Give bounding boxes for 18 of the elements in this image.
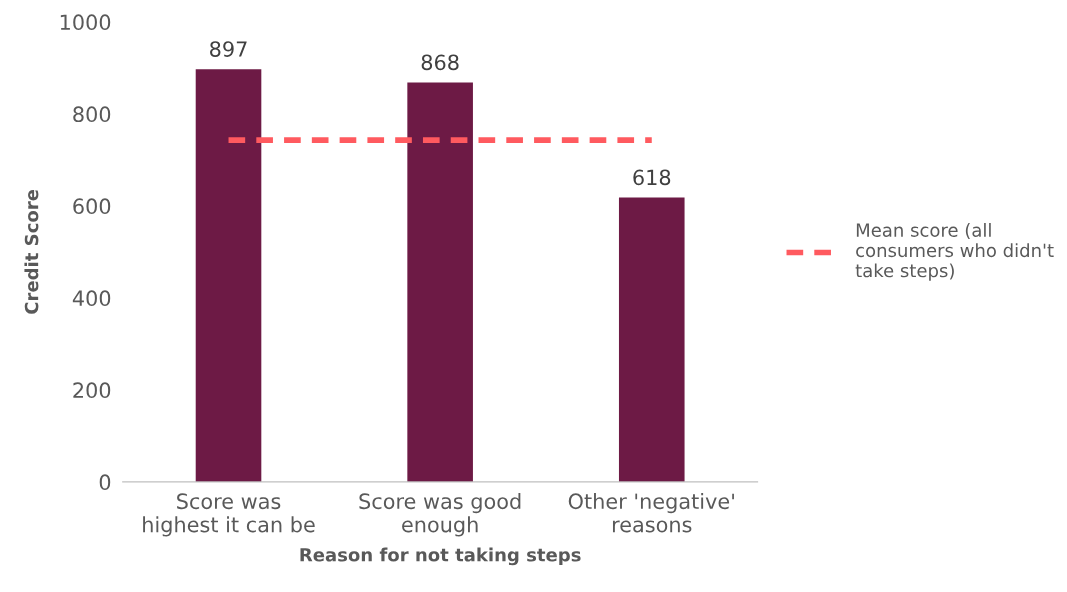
x-tick-label: Score was good enough [359, 493, 521, 537]
y-tick-label: 600 [73, 198, 111, 215]
bar [195, 69, 262, 482]
x-tick-label: Score was highest it can be [143, 493, 315, 537]
legend-label: Mean score (all consumers who didn't take steps) [855, 222, 1054, 281]
y-tick-label: 200 [73, 382, 111, 399]
bar [407, 82, 473, 482]
y-axis-title: Credit Score [24, 189, 39, 314]
x-axis-title: Reason for not taking steps [300, 547, 581, 566]
y-tick-label: 800 [73, 106, 111, 123]
bar [618, 197, 685, 482]
y-tick-label: 1000 [60, 14, 111, 31]
data-label: 618 [633, 169, 671, 186]
data-label: 868 [421, 54, 459, 71]
y-tick-label: 400 [72, 290, 111, 307]
y-tick-label: 0 [99, 474, 111, 491]
x-tick-label: Other 'negative' reasons [568, 493, 734, 533]
data-label: 897 [210, 41, 247, 57]
